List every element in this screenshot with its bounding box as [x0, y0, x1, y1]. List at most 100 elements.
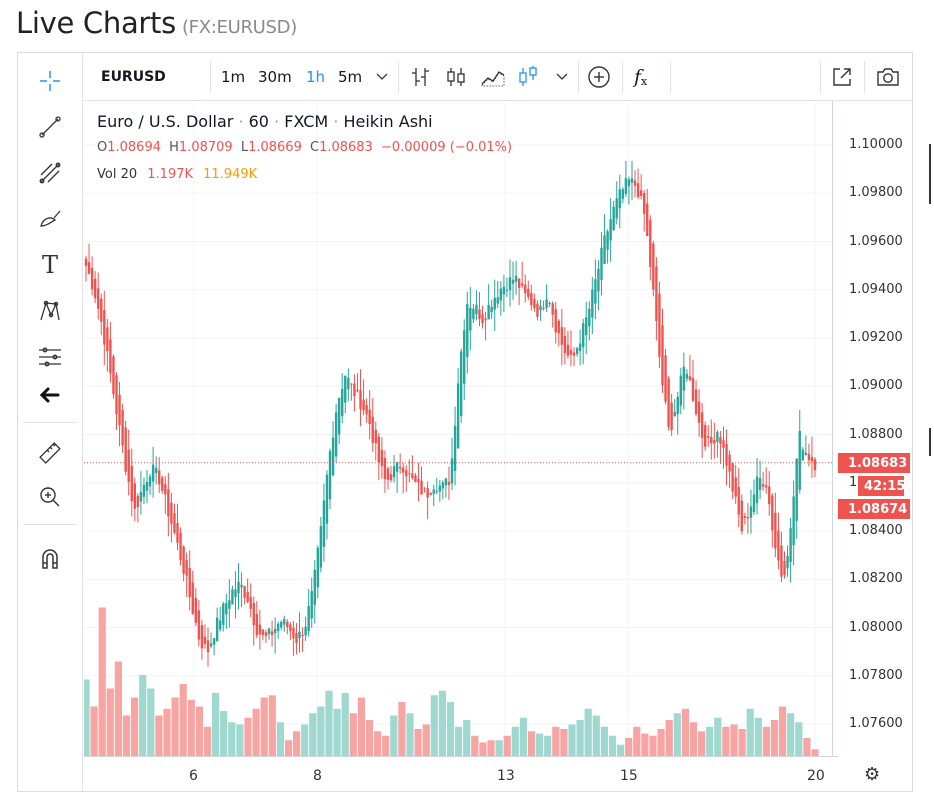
interval-5m[interactable]: 5m	[338, 67, 363, 86]
volume-bar	[746, 708, 754, 756]
candle-body	[743, 515, 747, 519]
add-compare-icon[interactable]	[586, 53, 612, 100]
candle-body	[215, 617, 219, 642]
candle-body	[554, 309, 557, 333]
volume-bar	[568, 724, 576, 756]
volume-bar	[341, 693, 349, 756]
candle-body	[536, 303, 539, 317]
volume-bar	[357, 697, 365, 756]
volume-bar	[673, 713, 681, 756]
candle-body	[612, 206, 615, 230]
trend-line-icon[interactable]	[34, 111, 66, 143]
toolbar-divider	[864, 61, 865, 93]
interval-30m[interactable]: 30m	[258, 67, 292, 86]
candle-body	[487, 304, 490, 320]
fib-icon[interactable]	[34, 157, 66, 189]
price-chart[interactable]	[84, 101, 838, 757]
volume-bar	[90, 706, 98, 756]
candle-body	[398, 466, 402, 469]
toolbar-divider	[398, 61, 399, 93]
x-tick-label: 13	[497, 768, 515, 784]
candle-body	[548, 302, 551, 304]
candle-body	[97, 288, 100, 309]
pattern-icon[interactable]	[34, 295, 66, 327]
candle-body	[493, 297, 496, 310]
candle-body	[807, 453, 811, 461]
candle-body	[237, 581, 240, 594]
candles-icon[interactable]	[444, 53, 468, 100]
candle-body	[810, 457, 814, 462]
crosshair-icon[interactable]	[34, 65, 66, 97]
candle-body	[734, 477, 737, 497]
candle-body	[164, 484, 167, 495]
candle-body	[87, 262, 91, 274]
candle-body	[115, 375, 118, 415]
volume-bar	[503, 735, 511, 756]
camera-icon[interactable]	[875, 53, 901, 100]
ohlc-open-key: O	[97, 140, 108, 155]
gear-icon[interactable]: ⚙	[864, 764, 881, 785]
chevron-down-icon[interactable]	[376, 53, 388, 100]
candle-body	[478, 309, 481, 319]
measure-icon[interactable]	[34, 341, 66, 373]
ruler-icon[interactable]	[34, 437, 66, 469]
candle-body	[740, 500, 743, 532]
heikin-ashi-icon[interactable]	[516, 53, 540, 100]
candle-body	[228, 600, 231, 609]
candle-body	[572, 352, 576, 356]
candle-body	[545, 299, 548, 309]
candle-body	[298, 631, 301, 639]
volume-bar	[349, 713, 357, 756]
bars-icon[interactable]	[408, 53, 432, 100]
zoom-in-icon[interactable]	[34, 481, 66, 513]
volume-bar	[228, 722, 236, 756]
candle-body	[362, 399, 365, 411]
candle-body	[533, 298, 536, 309]
candle-body	[764, 485, 768, 488]
chevron-down-icon[interactable]	[556, 53, 568, 100]
symbol-button[interactable]: EURUSD	[101, 68, 166, 85]
candle-body	[490, 306, 493, 313]
chart-widget	[17, 52, 913, 792]
text-icon[interactable]: T	[41, 251, 58, 279]
magnet-icon[interactable]	[34, 543, 66, 575]
candle-body	[356, 389, 359, 391]
volume-bar	[446, 702, 455, 756]
volume-bar	[406, 713, 414, 756]
volume-bar	[309, 713, 317, 756]
candle-body	[774, 512, 777, 549]
candle-body	[679, 375, 682, 406]
volume-bar	[284, 740, 293, 756]
candle-body	[103, 310, 106, 345]
candle-body	[411, 473, 414, 478]
popout-icon[interactable]	[830, 53, 854, 100]
candle-body	[203, 636, 207, 644]
candle-body	[652, 243, 655, 290]
volume-bar	[171, 697, 179, 756]
back-arrow-icon[interactable]	[34, 379, 66, 411]
volume-bar	[382, 735, 390, 756]
candle-body	[438, 485, 442, 492]
x-tick-label: 15	[620, 768, 638, 784]
volume-bar	[617, 744, 625, 756]
candle-body	[133, 483, 137, 509]
area-icon[interactable]	[480, 53, 506, 100]
ohlc-high: 1.08709	[178, 140, 233, 155]
x-tick-label: 20	[807, 768, 825, 784]
volume-bar	[244, 717, 252, 756]
candle-body	[337, 397, 341, 435]
interval-1h[interactable]: 1h	[306, 67, 326, 86]
candle-body	[639, 190, 643, 196]
volume-bar	[600, 726, 608, 756]
legend-style: Heikin Ashi	[343, 112, 433, 131]
candle-body	[630, 178, 634, 183]
candle-body	[161, 477, 164, 491]
interval-1m[interactable]: 1m	[221, 67, 246, 86]
page-scrollbar-mark	[929, 144, 931, 204]
x-tick-label: 8	[313, 768, 322, 784]
candle-body	[118, 394, 121, 426]
volume-bar	[301, 724, 309, 756]
brush-icon[interactable]	[34, 203, 66, 235]
